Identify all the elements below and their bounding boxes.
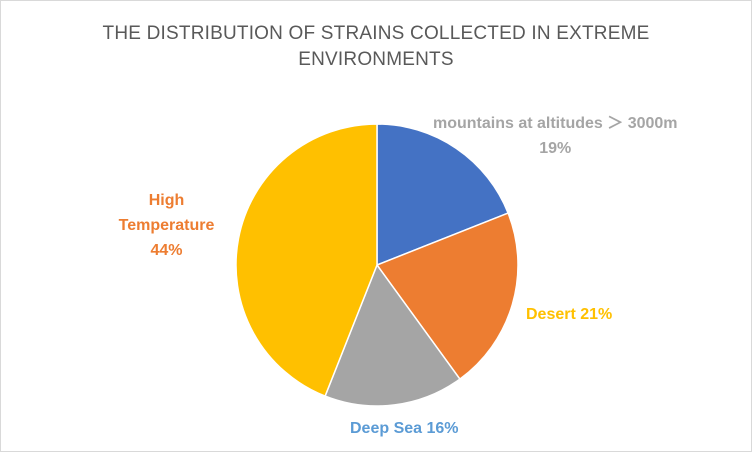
data-label-mountains: mountains at altitudes ＞ 3000m 19% — [433, 111, 678, 161]
data-label-desert: Desert 21% — [526, 302, 612, 327]
chart-title-line-2: ENVIRONMENTS — [298, 49, 454, 70]
data-label-mountains-name: mountains at altitudes ＞ 3000m — [433, 115, 678, 132]
pie-slice-mountains-at-altitudes-3000m — [376, 123, 510, 267]
data-label-high-temperature: High Temperature 44% — [109, 188, 224, 263]
pie-slice-desert — [375, 212, 519, 381]
data-label-high-temperature-line-2: Temperature — [118, 217, 215, 234]
chart-title-line-1: THE DISTRIBUTION OF STRAINS COLLECTED IN… — [102, 23, 650, 44]
data-label-mountains-value: 19% — [539, 140, 572, 157]
pie-slice-high-temperature — [235, 123, 378, 398]
chart-title: THE DISTRIBUTION OF STRAINS COLLECTED IN… — [1, 21, 751, 73]
data-label-deep-sea-text: Deep Sea 16% — [350, 420, 459, 437]
data-label-high-temperature-line-1: High — [148, 192, 185, 209]
pie-slice-deep-sea — [324, 263, 461, 407]
data-label-deep-sea: Deep Sea 16% — [350, 416, 459, 441]
data-label-desert-text: Desert 21% — [526, 306, 613, 323]
data-label-high-temperature-value: 44% — [150, 242, 183, 259]
